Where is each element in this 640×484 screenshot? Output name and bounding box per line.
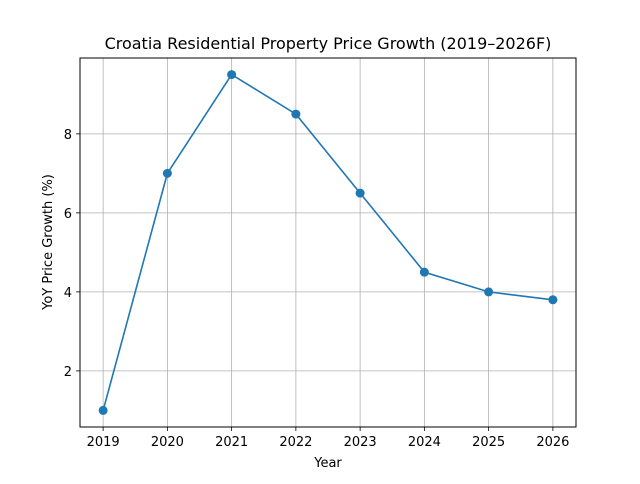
x-axis: 2019 2020 2021 2022 2023 2024 2025 2026	[87, 427, 569, 450]
x-tick-label: 2025	[472, 435, 505, 450]
series-line	[102, 73, 553, 411]
data-point	[98, 405, 108, 415]
y-tick-label: 2	[64, 365, 72, 380]
data-point	[419, 267, 429, 277]
x-tick-label: 2019	[87, 435, 120, 450]
y-tick-label: 8	[64, 128, 72, 143]
data-point	[291, 109, 301, 119]
x-tick-label: 2024	[408, 435, 441, 450]
data-point	[548, 295, 558, 305]
chart-title: Croatia Residential Property Price Growt…	[105, 34, 552, 53]
series-group	[98, 70, 558, 415]
x-tick-label: 2023	[344, 435, 377, 450]
y-axis: 2 4 6 8	[64, 128, 80, 380]
y-axis-label: YoY Price Growth (%)	[41, 174, 56, 311]
data-point	[227, 70, 237, 80]
grid	[80, 58, 576, 427]
y-tick-label: 4	[64, 286, 72, 301]
plot-frame	[79, 57, 577, 428]
data-point	[484, 287, 494, 297]
data-point	[355, 188, 365, 198]
x-tick-label: 2026	[536, 435, 569, 450]
y-tick-label: 6	[64, 207, 72, 222]
data-point	[162, 168, 172, 178]
x-tick-label: 2020	[151, 435, 184, 450]
x-tick-label: 2022	[279, 435, 312, 450]
x-axis-label: Year	[313, 456, 342, 471]
x-tick-label: 2021	[215, 435, 248, 450]
